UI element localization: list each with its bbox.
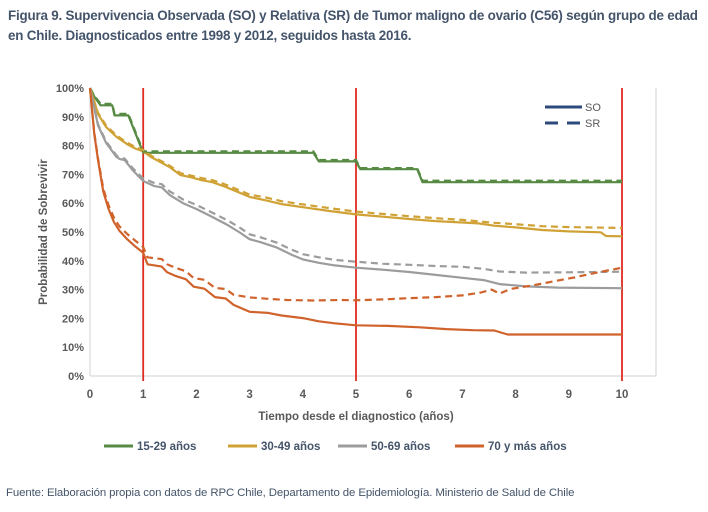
y-tick-label-0: 0% <box>68 371 84 383</box>
series-70-y-m-s-a-os-so <box>88 87 622 336</box>
y-tick-label-10: 10% <box>62 342 84 354</box>
x-tick-label-6: 6 <box>406 389 412 401</box>
y-tick-label-100: 100% <box>56 83 84 95</box>
x-tick-label-5: 5 <box>353 389 360 401</box>
x-tick-label-9: 9 <box>566 389 572 401</box>
x-tick-label-3: 3 <box>246 389 252 401</box>
x-axis-title: Tiempo desde el diagnostico (años) <box>258 411 453 423</box>
series-50-69-a-os-so <box>88 87 623 290</box>
y-tick-label-30: 30% <box>62 285 84 297</box>
figure-source-note: Fuente: Elaboración propia con datos de … <box>6 487 575 499</box>
y-tick-label-60: 60% <box>62 198 84 210</box>
y-tick-label-20: 20% <box>62 313 84 325</box>
linetype-legend-label-so: SO <box>585 102 601 114</box>
x-tick-label-0: 0 <box>87 389 93 401</box>
x-tick-label-1: 1 <box>140 389 147 401</box>
series-70-y-m-s-a-os-sr <box>88 87 623 302</box>
y-tick-label-40: 40% <box>62 256 84 268</box>
x-tick-label-8: 8 <box>512 389 519 401</box>
series-50-69-a-os-sr <box>88 87 623 274</box>
series-30-49-a-os-sr <box>88 87 623 230</box>
x-tick-label-4: 4 <box>300 389 307 401</box>
survival-chart: 0% 10% 20% 30% 40% 50% 60% 70% 80% 90% 100% 0 1 2 3 4 5 6… <box>38 83 657 453</box>
series-30-49-a-os-so <box>88 87 623 238</box>
legend-label-30-49-a-os: 30-49 años <box>261 441 320 453</box>
y-tick-label-70: 70% <box>62 169 84 181</box>
x-tick-label-7: 7 <box>459 389 465 401</box>
legend-label-15-29-a-os: 15-29 años <box>137 441 196 453</box>
series-15-29-a-os-sr <box>89 87 622 182</box>
figure-title: Figura 9. Supervivencia Observada (SO) y… <box>8 8 698 44</box>
linetype-legend-label-sr: SR <box>585 118 600 130</box>
y-tick-label-90: 90% <box>62 112 84 124</box>
y-tick-label-50: 50% <box>62 227 84 239</box>
y-tick-label-80: 80% <box>62 141 84 153</box>
legend-label-50-69-a-os: 50-69 años <box>371 441 430 453</box>
legend-label-70-y-m-s-a-os: 70 y más años <box>488 441 567 453</box>
y-axis-title: Probabilidad de Sobrevivir <box>38 159 50 305</box>
x-tick-label-2: 2 <box>193 389 199 401</box>
x-tick-label-10: 10 <box>616 389 629 401</box>
